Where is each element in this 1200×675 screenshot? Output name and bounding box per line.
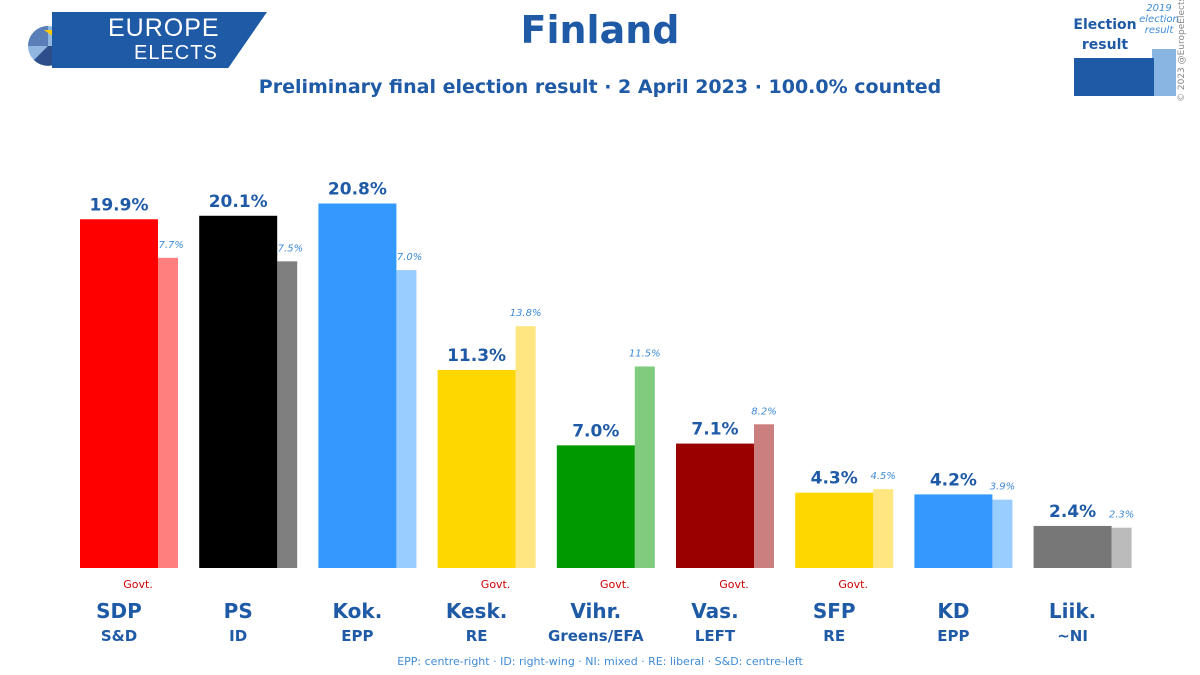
label-previous-7: 3.9%	[990, 482, 1015, 493]
legend-current-label: Election result	[1073, 17, 1137, 53]
legend-previous-label: 2019 election result	[1139, 3, 1179, 36]
logo-text-elects: ELECTS	[134, 42, 218, 64]
party-label-8: Liik.	[1049, 599, 1096, 623]
party-label-0: SDP	[96, 599, 142, 623]
group-label-6: RE	[823, 627, 845, 645]
label-previous-6: 4.5%	[870, 471, 895, 482]
party-label-4: Vihr.	[570, 599, 621, 623]
bar-current-1	[199, 215, 278, 568]
bar-previous-8	[1111, 527, 1132, 568]
label-previous-1: 17.5%	[271, 243, 303, 254]
govt-label-3: Govt.	[481, 578, 511, 591]
bar-previous-2	[396, 270, 417, 568]
legend-current-swatch	[1074, 58, 1154, 96]
group-label-7: EPP	[937, 627, 969, 645]
govt-label-5: Govt.	[719, 578, 749, 591]
group-label-5: LEFT	[695, 627, 736, 645]
label-previous-0: 17.7%	[152, 240, 184, 251]
group-label-1: ID	[229, 627, 247, 645]
group-footnote: EPP: centre-right · ID: right-wing · NI:…	[397, 655, 803, 668]
label-current-6: 4.3%	[811, 469, 858, 489]
label-current-8: 2.4%	[1049, 502, 1096, 522]
group-label-0: S&D	[101, 627, 137, 645]
label-previous-2: 17.0%	[391, 252, 423, 263]
bar-previous-5	[754, 424, 774, 568]
bar-previous-7	[992, 499, 1013, 568]
group-label-4: Greens/EFA	[548, 627, 644, 645]
label-current-2: 20.8%	[328, 180, 387, 200]
europe-elects-logo: EUROPE ELECTS	[22, 12, 267, 68]
label-previous-4: 11.5%	[629, 348, 661, 359]
label-current-5: 7.1%	[691, 420, 738, 440]
bar-previous-4	[634, 366, 655, 568]
bar-current-6	[795, 492, 874, 568]
party-label-7: KD	[937, 599, 969, 623]
group-label-3: RE	[466, 627, 488, 645]
chart-legend: Election result 2019 election result	[1062, 0, 1200, 110]
bar-current-2	[318, 203, 397, 568]
party-label-5: Vas.	[691, 599, 738, 623]
label-previous-5: 8.2%	[751, 406, 776, 417]
govt-label-4: Govt.	[600, 578, 630, 591]
label-current-3: 11.3%	[447, 346, 506, 366]
group-label-2: EPP	[341, 627, 373, 645]
party-label-2: Kok.	[333, 599, 383, 623]
party-label-1: PS	[224, 599, 253, 623]
label-current-1: 20.1%	[209, 192, 268, 212]
party-label-3: Kesk.	[446, 599, 508, 623]
bar-current-4	[556, 445, 635, 568]
chart-subtitle: Preliminary final election result · 2 Ap…	[258, 76, 942, 98]
label-current-0: 19.9%	[90, 195, 149, 215]
bar-previous-0	[158, 257, 178, 568]
legend-previous-swatch	[1152, 49, 1176, 96]
bar-previous-6	[873, 489, 894, 568]
bar-current-5	[676, 443, 754, 568]
bar-current-3	[437, 369, 516, 568]
label-current-4: 7.0%	[572, 421, 619, 441]
govt-label-0: Govt.	[123, 578, 153, 591]
bar-current-7	[914, 494, 993, 568]
bar-previous-3	[515, 326, 536, 568]
label-previous-8: 2.3%	[1109, 510, 1134, 521]
label-previous-3: 13.8%	[510, 308, 542, 319]
bar-current-0	[80, 219, 158, 568]
logo-band	[52, 12, 267, 68]
chart-title: Finland	[520, 8, 680, 52]
label-current-7: 4.2%	[930, 470, 977, 490]
party-label-6: SFP	[813, 599, 856, 623]
group-label-8: ~NI	[1057, 627, 1088, 645]
bar-current-8	[1033, 525, 1112, 568]
logo-text-europe: EUROPE	[108, 14, 220, 42]
govt-label-6: Govt.	[838, 578, 868, 591]
bar-previous-1	[277, 261, 298, 568]
